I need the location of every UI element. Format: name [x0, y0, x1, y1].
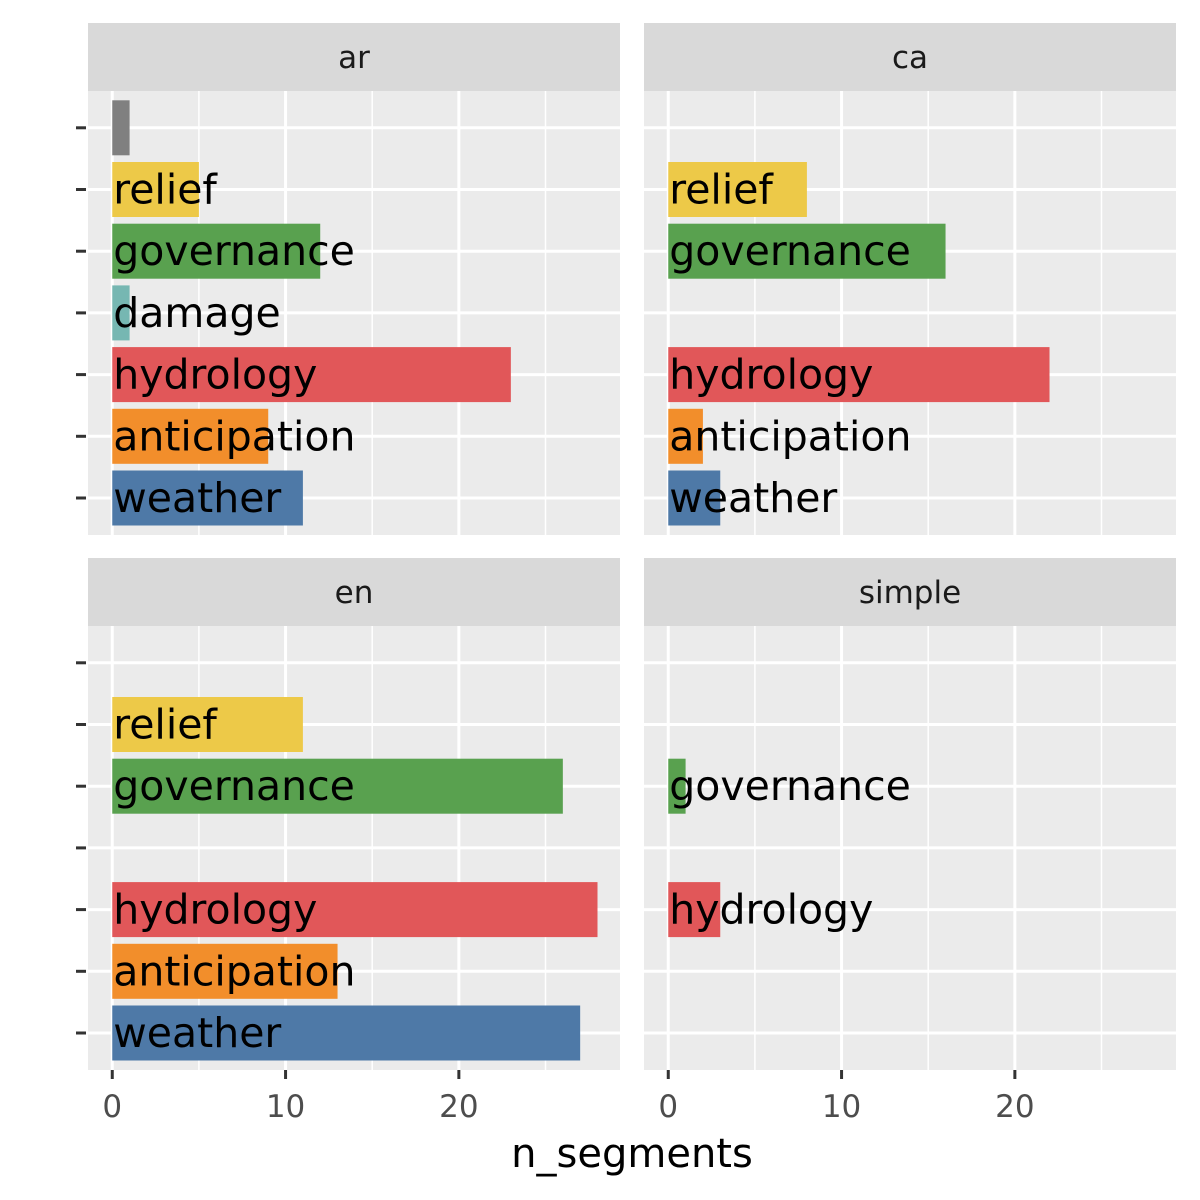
bar-label: relief: [113, 701, 218, 749]
facet-strip: [644, 23, 1176, 91]
facet-strip: [88, 23, 620, 91]
bar-weather: [112, 470, 303, 526]
facet-strip-label: en: [335, 575, 374, 611]
bar-damage: [112, 285, 130, 341]
bar-hydrology: [112, 882, 598, 938]
bar-label: weather: [113, 1009, 281, 1057]
bar-unlabeled: [112, 100, 130, 156]
facet-strip: [644, 558, 1176, 626]
facet-panel-simple: simple hydrology governance 0 10 20: [644, 558, 1176, 1125]
x-tick-label: 20: [439, 1089, 478, 1125]
x-tick-label: 10: [266, 1089, 305, 1125]
bar-label: anticipation: [113, 947, 355, 995]
bar-governance: [668, 758, 686, 814]
x-tick-label: 0: [102, 1089, 122, 1125]
facet-strip-label: simple: [859, 575, 961, 611]
bar-label: governance: [113, 227, 355, 275]
bar-label: anticipation: [113, 412, 355, 460]
x-tick-label: 10: [822, 1089, 861, 1125]
x-axis-title: n_segments: [511, 1131, 753, 1177]
facet-panel-ar: ar weather anticipation hydrology damage gove…: [76, 23, 620, 535]
facet-strip-label: ca: [892, 40, 928, 76]
bar-label: weather: [113, 474, 281, 522]
bar-weather: [668, 470, 721, 526]
bar-label: anticipation: [669, 412, 911, 460]
bar-relief: [668, 162, 807, 217]
bar-weather: [112, 1005, 581, 1061]
bar-label: damage: [113, 289, 280, 337]
bar-label: hydrology: [669, 886, 873, 934]
bar-relief: [112, 697, 303, 752]
bar-label: hydrology: [113, 351, 317, 399]
bar-label: governance: [669, 762, 911, 810]
bar-label: relief: [113, 166, 218, 214]
bar-governance: [668, 223, 946, 279]
bar-governance: [112, 758, 563, 814]
facet-panel-en: en weather anticipation hydrology governance…: [76, 558, 620, 1125]
bar-relief: [112, 162, 199, 217]
bar-hydrology: [112, 347, 511, 403]
bar-label: governance: [113, 762, 355, 810]
bar-label: governance: [669, 227, 911, 275]
bar-hydrology: [668, 347, 1050, 403]
bar-label: relief: [669, 166, 774, 214]
x-tick-label: 20: [995, 1089, 1034, 1125]
bar-label: weather: [669, 474, 837, 522]
facet-panel-ca: ca weather anticipation hydrology governance…: [644, 23, 1176, 535]
facet-strip-label: ar: [338, 40, 370, 76]
facet-strip: [88, 558, 620, 626]
bar-anticipation: [112, 408, 269, 464]
bar-label: hydrology: [113, 886, 317, 934]
bar-governance: [112, 223, 321, 279]
x-tick-label: 0: [658, 1089, 678, 1125]
bar-label: hydrology: [669, 351, 873, 399]
bar-anticipation: [668, 408, 703, 464]
bar-hydrology: [668, 882, 721, 938]
bar-anticipation: [112, 943, 338, 999]
